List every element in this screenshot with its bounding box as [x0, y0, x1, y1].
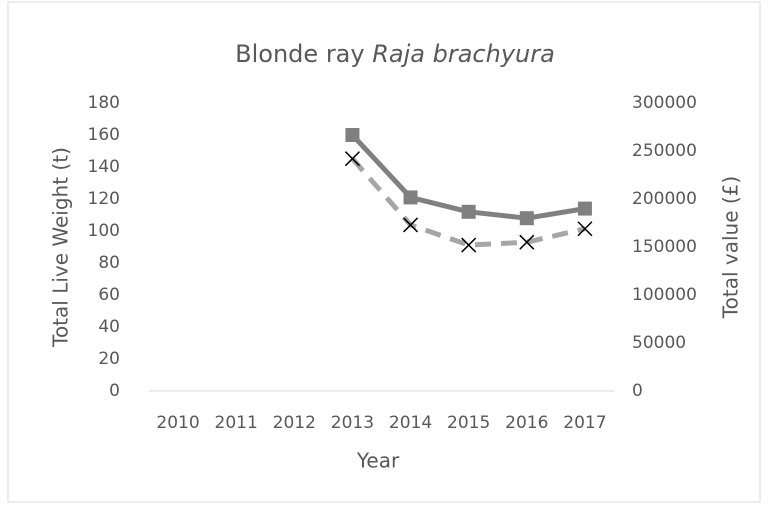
y-tick-label: 20: [98, 349, 120, 369]
y2-tick-label: 200000: [632, 189, 697, 209]
y2-tick-label: 50000: [632, 333, 686, 353]
marker: [461, 237, 477, 253]
y-tick-label: 140: [88, 157, 120, 177]
series-line: [350, 157, 586, 248]
x-tick-label: 2011: [215, 413, 258, 433]
marker: [345, 128, 360, 142]
y-tick-label: 0: [109, 381, 120, 401]
title-species: Raja brachyura: [372, 40, 555, 68]
x-axis-label: Year: [356, 449, 400, 473]
marker: [519, 211, 534, 226]
y-tick-label: 40: [98, 317, 120, 337]
x-tick-label: 2017: [563, 413, 606, 433]
x-tick-label: 2013: [331, 413, 374, 433]
y2-tick-label: 300000: [632, 93, 697, 113]
marker: [403, 190, 418, 205]
marker: [461, 204, 476, 219]
chart-title: Blonde ray Raja brachyura: [235, 40, 555, 68]
x-tick-label: 2012: [273, 413, 316, 433]
x-tick-label: 2016: [505, 413, 548, 433]
y-axis-label: Total Live Weight (t): [49, 147, 73, 348]
marker: [577, 221, 593, 237]
y-tick-label: 180: [88, 93, 120, 113]
chart-border: [7, 1, 761, 503]
x-tick-label: 2014: [389, 413, 432, 433]
y-tick-label: 120: [88, 189, 120, 209]
y2-tick-label: 0: [632, 381, 643, 401]
marker: [577, 201, 592, 216]
y2-axis-label: Total value (£): [719, 176, 743, 319]
y-tick-label: 60: [98, 285, 120, 305]
y-tick-label: 160: [88, 125, 120, 145]
y2-tick-label: 100000: [632, 285, 697, 305]
marker: [403, 217, 419, 233]
marker: [519, 234, 535, 250]
y2-tick-label: 150000: [632, 237, 697, 257]
x-tick-label: 2010: [156, 413, 199, 433]
y2-tick-label: 250000: [632, 141, 697, 161]
y-tick-label: 100: [88, 221, 120, 241]
marker: [344, 151, 360, 167]
y-tick-label: 80: [98, 253, 120, 273]
title-common: Blonde ray: [235, 40, 364, 68]
x-tick-label: 2015: [447, 413, 490, 433]
